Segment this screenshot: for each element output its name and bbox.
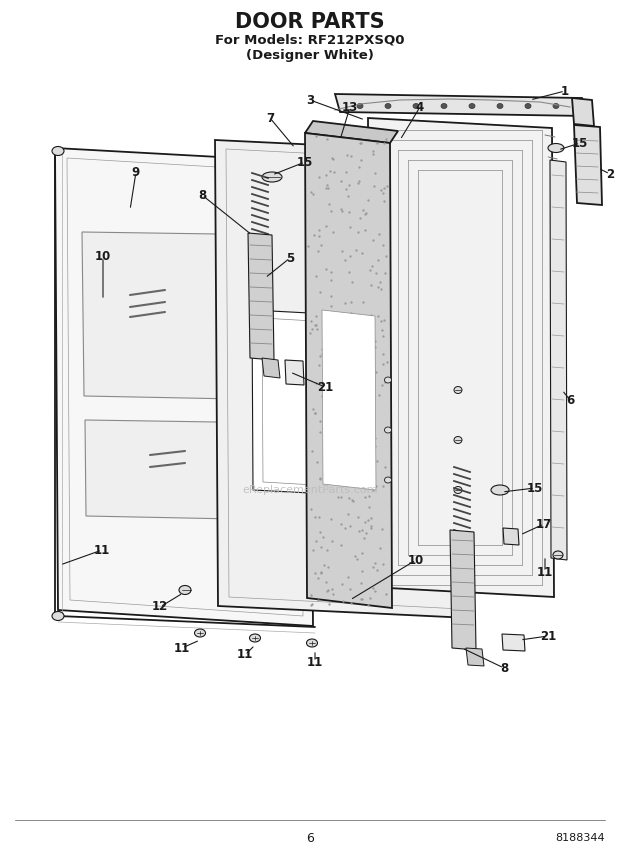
Ellipse shape — [195, 629, 205, 637]
Ellipse shape — [469, 104, 475, 109]
Ellipse shape — [441, 104, 447, 109]
Text: 10: 10 — [95, 251, 111, 264]
Text: 11: 11 — [237, 649, 253, 662]
Polygon shape — [335, 94, 586, 116]
Text: 11: 11 — [537, 566, 553, 579]
Ellipse shape — [179, 586, 191, 595]
Polygon shape — [466, 648, 484, 666]
Text: 6: 6 — [306, 831, 314, 845]
Text: 12: 12 — [152, 601, 168, 614]
Text: eReplacementParts.com: eReplacementParts.com — [242, 485, 378, 495]
Ellipse shape — [454, 486, 462, 494]
Polygon shape — [248, 233, 274, 360]
Text: 21: 21 — [317, 381, 333, 394]
Text: 11: 11 — [307, 656, 323, 669]
Ellipse shape — [413, 104, 419, 109]
Polygon shape — [572, 98, 594, 126]
Polygon shape — [322, 310, 376, 490]
Polygon shape — [215, 140, 470, 618]
Ellipse shape — [553, 551, 563, 559]
Ellipse shape — [306, 639, 317, 647]
Text: 21: 21 — [540, 629, 556, 643]
Polygon shape — [55, 148, 313, 626]
Text: 5: 5 — [286, 252, 294, 265]
Ellipse shape — [491, 485, 509, 495]
Text: 3: 3 — [306, 93, 314, 106]
Text: 8: 8 — [500, 662, 508, 675]
Ellipse shape — [384, 377, 391, 383]
Text: 17: 17 — [536, 518, 552, 531]
Text: 2: 2 — [606, 168, 614, 181]
Polygon shape — [305, 133, 392, 608]
Ellipse shape — [357, 104, 363, 109]
Text: 15: 15 — [572, 136, 588, 150]
Polygon shape — [550, 160, 567, 560]
Text: 6: 6 — [566, 394, 574, 407]
Text: (Designer White): (Designer White) — [246, 49, 374, 62]
Text: 8: 8 — [198, 188, 206, 201]
Polygon shape — [502, 634, 525, 651]
Text: 11: 11 — [94, 544, 110, 556]
Text: 1: 1 — [561, 85, 569, 98]
Polygon shape — [368, 118, 554, 597]
Ellipse shape — [454, 387, 462, 394]
Polygon shape — [305, 121, 398, 143]
Ellipse shape — [497, 104, 503, 109]
Polygon shape — [503, 528, 519, 545]
Text: 4: 4 — [416, 100, 424, 114]
Ellipse shape — [384, 477, 391, 483]
Text: DOOR PARTS: DOOR PARTS — [235, 12, 385, 32]
Text: 11: 11 — [174, 641, 190, 655]
Ellipse shape — [52, 611, 64, 621]
Text: 13: 13 — [342, 100, 358, 114]
Ellipse shape — [385, 104, 391, 109]
Text: For Models: RF212PXSQ0: For Models: RF212PXSQ0 — [215, 33, 405, 46]
Ellipse shape — [52, 146, 64, 156]
Polygon shape — [252, 310, 444, 500]
Polygon shape — [285, 360, 304, 385]
Polygon shape — [82, 232, 287, 400]
Text: 15: 15 — [297, 156, 313, 169]
Polygon shape — [574, 125, 602, 205]
Text: 15: 15 — [527, 482, 543, 495]
Text: 8188344: 8188344 — [555, 833, 605, 843]
Polygon shape — [262, 358, 280, 378]
Ellipse shape — [548, 144, 564, 152]
Ellipse shape — [454, 437, 462, 443]
Ellipse shape — [249, 634, 260, 642]
Ellipse shape — [525, 104, 531, 109]
Polygon shape — [450, 530, 476, 650]
Polygon shape — [85, 420, 284, 520]
Ellipse shape — [553, 104, 559, 109]
Text: 7: 7 — [266, 111, 274, 124]
Ellipse shape — [384, 427, 391, 433]
Ellipse shape — [262, 172, 282, 182]
Text: 10: 10 — [408, 554, 424, 567]
Text: 9: 9 — [132, 165, 140, 179]
